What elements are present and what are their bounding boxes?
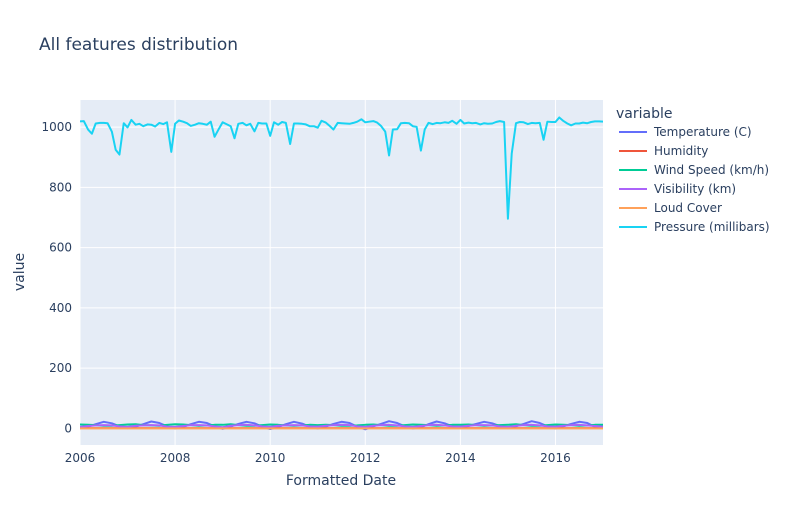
legend-label: Temperature (C) [653, 125, 752, 139]
series-line-pressure-millibars [80, 116, 603, 220]
legend-label: Loud Cover [654, 201, 722, 215]
y-tick-label: 1000 [41, 120, 72, 134]
x-tick-label: 2008 [160, 451, 191, 465]
x-axis-title: Formatted Date [286, 473, 396, 489]
y-tick-label: 800 [49, 180, 72, 194]
x-tick-label: 2012 [350, 451, 381, 465]
series-line-visibility-km [80, 423, 603, 429]
legend-item-temperature-c[interactable]: Temperature (C) [619, 125, 752, 139]
y-tick-label: 400 [49, 301, 72, 315]
legend-item-pressure-millibars[interactable]: Pressure (millibars) [619, 220, 770, 234]
x-tick-label: 2014 [445, 451, 476, 465]
x-tick-label: 2006 [65, 451, 96, 465]
legend-item-humidity[interactable]: Humidity [619, 144, 708, 158]
legend-title: variable [616, 106, 672, 122]
y-axis-title: value [12, 253, 28, 291]
legend-label: Humidity [654, 144, 708, 158]
legend-item-loud-cover[interactable]: Loud Cover [619, 201, 722, 215]
x-tick-labels: 2006 2008 2010 2012 2014 2016 [65, 451, 571, 465]
x-tick-label: 2010 [255, 451, 286, 465]
y-tick-label: 200 [49, 361, 72, 375]
x-tick-label: 2016 [540, 451, 571, 465]
chart-title: All features distribution [39, 35, 238, 55]
legend[interactable]: variable Temperature (C) Humidity Wind Spe… [616, 106, 770, 234]
legend-items[interactable]: Temperature (C) Humidity Wind Speed (km/h)… [619, 125, 770, 234]
y-tick-label: 0 [64, 421, 72, 435]
legend-label: Pressure (millibars) [654, 220, 770, 234]
series-layer [80, 116, 603, 431]
legend-label: Wind Speed (km/h) [654, 163, 769, 177]
legend-label: Visibility (km) [654, 182, 736, 196]
legend-item-visibility-km[interactable]: Visibility (km) [619, 182, 736, 196]
y-tick-labels: 0 200 400 600 800 1000 [41, 120, 72, 435]
plot-area [80, 100, 603, 445]
legend-item-wind-speed-km-h[interactable]: Wind Speed (km/h) [619, 163, 769, 177]
y-tick-label: 600 [49, 241, 72, 255]
